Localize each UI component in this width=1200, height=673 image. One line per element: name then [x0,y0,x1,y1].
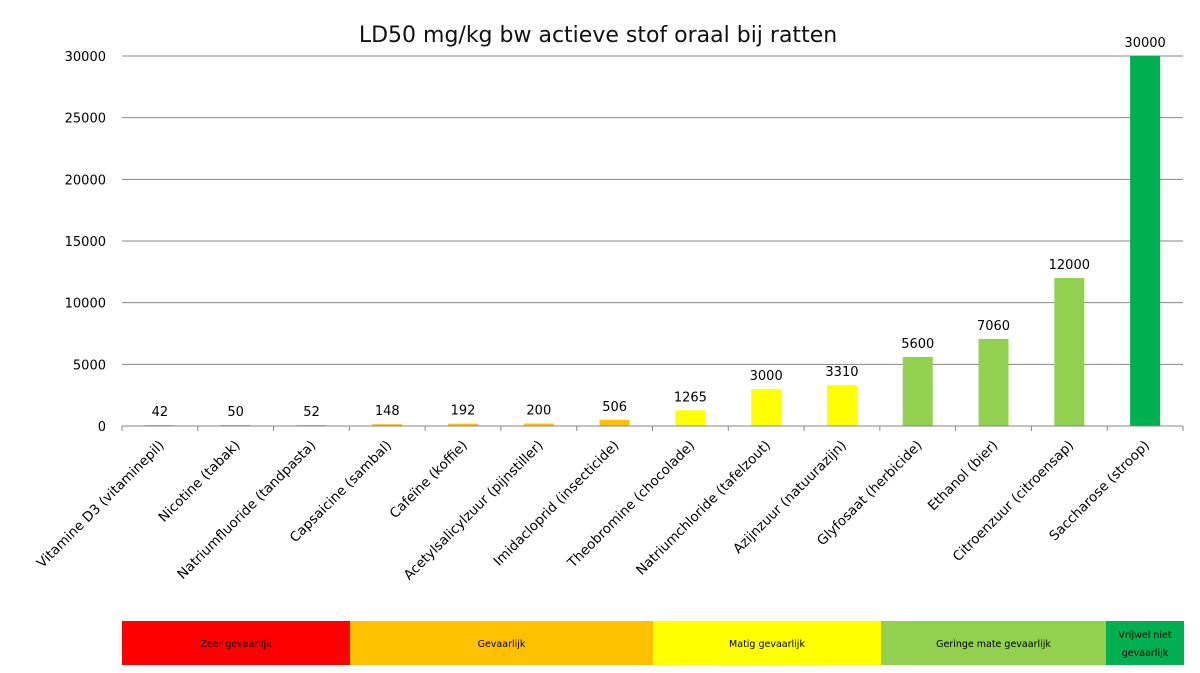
legend-segment [1106,621,1184,665]
y-tick-label: 25000 [65,112,106,127]
legend-segment [122,621,350,665]
legend-segment [350,621,653,665]
bar [599,419,630,426]
legend-label: Gevaarlijk [478,639,526,650]
category-label: Citroenzuur (citroensap) [950,438,1077,565]
y-tick-label: 5000 [73,358,106,373]
data-label: 200 [526,404,551,419]
data-label: 5600 [901,337,934,352]
bar [448,423,479,426]
gridlines [122,55,1183,365]
y-tick-label: 20000 [65,173,106,188]
category-label: Nicotine (tabak) [155,438,243,526]
bar [1054,278,1085,426]
data-label: 148 [375,404,400,419]
data-label: 52 [303,405,320,420]
category-label: Vitamine D3 (vitaminepil) [34,438,168,572]
bar [826,385,857,426]
bar [978,338,1009,426]
x-axis [121,425,1184,431]
data-label: 1265 [674,390,707,405]
data-label: 42 [152,405,169,420]
legend-label: Zeer gevaarlijk [200,639,272,650]
data-label: 12000 [1049,258,1090,273]
category-label: Cafeïne (koffie) [387,438,471,522]
y-tick-label: 15000 [65,235,106,250]
data-label: 3310 [825,365,858,380]
legend-label: gevaarlijk [1122,648,1169,659]
bar [751,389,782,426]
legend-label: Vrijwel niet [1118,630,1171,641]
bar [675,410,706,426]
y-axis-ticks: 0 5000 10000 15000 20000 25000 30000 [65,50,106,435]
legend-segment [653,621,881,665]
legend-segment [881,621,1106,665]
bar [523,423,554,426]
bars [144,56,1161,426]
category-label: Imidacloprid (insecticide) [490,438,622,570]
category-label: Natriumchloride (tafelzout) [633,438,774,579]
data-label: 506 [602,400,627,415]
legend-label: Geringe mate gevaarlijk [936,639,1051,650]
y-tick-label: 30000 [65,50,106,65]
y-tick-label: 10000 [65,297,106,312]
y-tick-label: 0 [98,420,106,435]
category-label: Natriumfluoride (tandpasta) [174,438,319,583]
category-labels: Vitamine D3 (vitaminepil)Nicotine (tabak… [34,438,1153,584]
chart-title: LD50 mg/kg bw actieve stof oraal bij rat… [359,23,837,48]
bar [1130,56,1161,426]
category-label: Theobromine (chocolade) [564,438,698,572]
data-label: 3000 [750,369,783,384]
legend-label: Matig gevaarlijk [729,639,805,650]
data-label: 7060 [977,319,1010,334]
value-labels: 42 50 52 148 192 200 506 1265 3000 3310 5600 7060 12… [152,36,1166,420]
bar [372,424,403,426]
category-label: Ethanol (bier) [925,438,1002,515]
hazard-legend: Zeer gevaarlijk Gevaarlijk Matig gevaarlij… [122,621,1184,665]
data-label: 50 [227,405,244,420]
category-label: Acetylsalicylzuur (pijnstiller) [401,438,547,584]
data-label: 30000 [1124,36,1165,51]
bar [902,356,933,426]
data-label: 192 [451,404,476,419]
